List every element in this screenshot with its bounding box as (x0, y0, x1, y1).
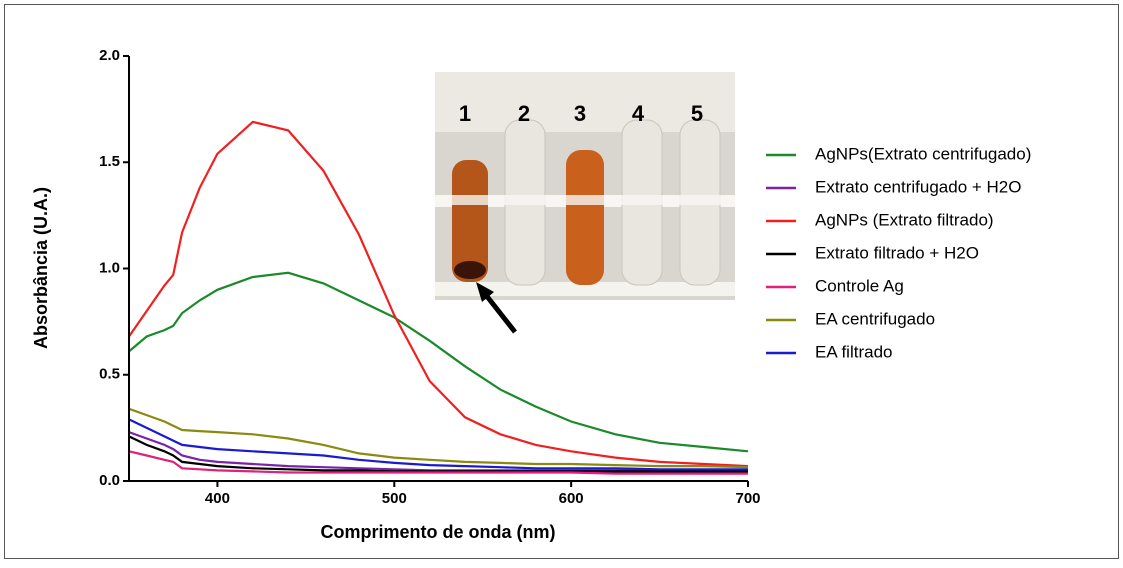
x-tick-label: 500 (382, 490, 407, 507)
legend-label: EA centrifugado (815, 309, 935, 328)
legend-label: Extrato filtrado + H2O (815, 243, 979, 262)
x-tick-label: 700 (735, 490, 760, 507)
frame (4, 4, 1119, 559)
series-line (128, 407, 749, 469)
y-tick-label: 1.0 (99, 259, 120, 276)
inset-label: 5 (691, 101, 703, 126)
y-tick-label: 0.0 (99, 472, 120, 489)
y-axis-title: Absorbância (U.A.) (31, 187, 51, 349)
series-line (128, 450, 748, 475)
x-axis-title: Comprimento de onda (nm) (321, 522, 556, 542)
inset-label: 4 (632, 101, 645, 126)
legend-label: AgNPs (Extrato filtrado) (815, 210, 994, 229)
series-line (128, 120, 749, 468)
inset-label: 1 (459, 101, 471, 126)
y-tick-label: 0.5 (99, 366, 120, 383)
y-tick-label: 2.0 (99, 47, 120, 64)
y-tick-label: 1.5 (99, 153, 120, 170)
legend-label: EA filtrado (815, 342, 893, 361)
series-line (128, 271, 749, 453)
inset-photo (435, 72, 735, 334)
series-line (128, 418, 748, 471)
x-tick-label: 600 (559, 490, 584, 507)
legend-label: Extrato centrifugado + H2O (815, 177, 1021, 196)
inset-label: 3 (574, 101, 586, 126)
legend-label: AgNPs(Extrato centrifugado) (815, 144, 1031, 163)
x-tick-label: 400 (205, 490, 230, 507)
series-line (128, 435, 748, 473)
legend-label: Controle Ag (815, 276, 904, 295)
inset-label: 2 (518, 101, 530, 126)
